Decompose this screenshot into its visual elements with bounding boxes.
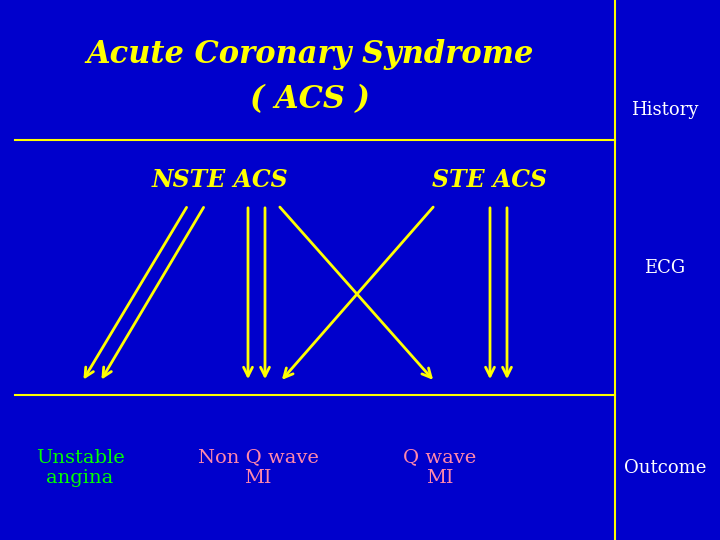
Text: STE ACS: STE ACS: [433, 168, 547, 192]
Text: ( ACS ): ( ACS ): [250, 84, 370, 116]
Text: Q wave
MI: Q wave MI: [403, 449, 477, 488]
Text: Acute Coronary Syndrome: Acute Coronary Syndrome: [86, 39, 534, 71]
Text: ECG: ECG: [644, 259, 685, 277]
Text: Outcome: Outcome: [624, 459, 706, 477]
Text: History: History: [631, 101, 698, 119]
Text: Non Q wave
MI: Non Q wave MI: [197, 449, 318, 488]
Text: NSTE ACS: NSTE ACS: [152, 168, 288, 192]
Text: Unstable
angina: Unstable angina: [35, 449, 125, 488]
